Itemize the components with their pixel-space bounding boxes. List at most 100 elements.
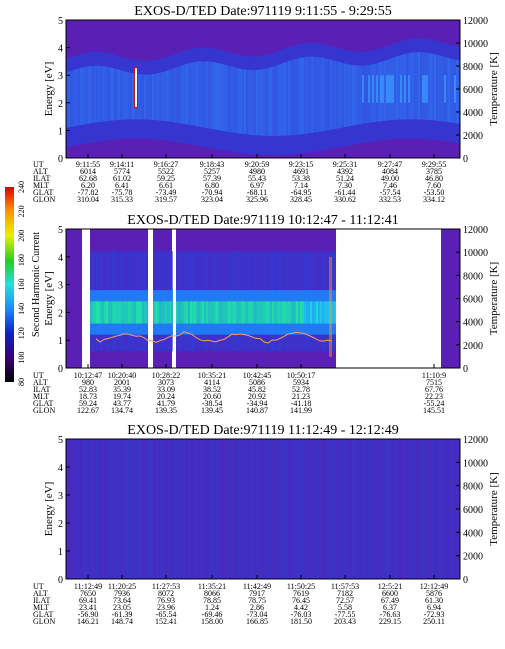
orbit-table-cell: 332.53 — [379, 195, 401, 204]
band-core — [250, 70, 252, 135]
band-core — [324, 301, 326, 324]
orbit-table-cell: 6.37 — [383, 603, 397, 612]
band-core — [178, 301, 180, 324]
noise-column — [306, 439, 308, 579]
noise-column — [120, 439, 122, 579]
band-core — [220, 301, 222, 324]
orbit-table-cell: 6.97 — [250, 181, 264, 190]
band-core — [436, 54, 438, 121]
orbit-table-cell: 61.02 — [113, 174, 131, 183]
noise-column — [282, 439, 284, 579]
orbit-table-cell: -57.54 — [380, 188, 401, 197]
noise-column — [432, 439, 434, 579]
noise-column — [80, 439, 82, 579]
colorbar-tick-label: 160 — [17, 279, 26, 291]
y-tick-label: 2 — [58, 308, 63, 319]
band-core — [452, 59, 454, 123]
band-core — [234, 301, 236, 324]
orbit-table-cell: -77.82 — [78, 188, 99, 197]
colorbar-tick-label: 100 — [17, 352, 26, 364]
noise-column — [320, 439, 322, 579]
band-core — [374, 63, 376, 122]
band-core — [240, 301, 242, 324]
band-core — [360, 65, 362, 125]
orbit-table-cell: 52.78 — [292, 385, 310, 394]
band-core — [68, 71, 70, 128]
band-core — [96, 301, 98, 324]
noise-column — [414, 439, 416, 579]
band-core — [322, 57, 324, 132]
band-core — [150, 74, 152, 120]
noise-column — [148, 439, 150, 579]
band-core — [154, 73, 156, 121]
band-core — [228, 65, 230, 133]
band-core — [298, 58, 300, 135]
orbit-table-cell: 8072 — [158, 589, 174, 598]
noise-column — [176, 439, 178, 579]
band-core — [180, 65, 182, 124]
band-core — [110, 67, 112, 121]
orbit-table-cell: -77.55 — [335, 610, 356, 619]
band-core — [170, 69, 172, 122]
data-gap — [172, 229, 176, 368]
band-core — [216, 62, 218, 130]
noise-column — [184, 439, 186, 579]
orbit-table-cell: 11:42:49 — [243, 582, 271, 591]
band-core — [206, 301, 208, 324]
band-core — [226, 301, 228, 324]
noise-column — [360, 439, 362, 579]
band-core — [270, 67, 272, 136]
orbit-table-cell: 10:28:22 — [152, 371, 180, 380]
orbit-table-cell: -76.63 — [380, 610, 401, 619]
orbit-table-cell: 23.96 — [157, 603, 175, 612]
band-core — [296, 58, 298, 135]
noise-column — [314, 439, 316, 579]
band-core — [434, 54, 436, 121]
band-core — [161, 301, 163, 324]
orbit-table-cell: 53.38 — [292, 174, 310, 183]
orbit-table-cell: -61.44 — [335, 188, 356, 197]
band-hot — [362, 75, 364, 103]
noise-column — [330, 439, 332, 579]
noise-column — [110, 439, 112, 579]
orbit-table-cell: 158.00 — [201, 617, 223, 626]
noise-column — [236, 439, 238, 579]
orbit-row-label: ILAT — [33, 385, 50, 394]
noise-column — [186, 439, 188, 579]
band-core — [300, 57, 302, 135]
orbit-table-cell: 7.30 — [338, 181, 352, 190]
band-core — [316, 301, 318, 324]
band-core — [106, 66, 108, 122]
noise-column — [214, 439, 216, 579]
band-core — [126, 301, 128, 324]
band-core — [402, 54, 404, 120]
band-core — [216, 301, 218, 324]
orbit-row-label: GLON — [33, 406, 55, 415]
noise-column — [322, 439, 324, 579]
noise-column — [348, 439, 350, 579]
band-core — [326, 58, 328, 131]
band-core — [158, 72, 160, 121]
band-hot — [422, 75, 424, 103]
orbit-table-cell: 9:14:11 — [110, 160, 134, 169]
band-core — [326, 301, 328, 324]
band-core — [336, 61, 338, 129]
band-core — [146, 301, 148, 324]
orbit-table-cell: 330.62 — [334, 195, 356, 204]
band-core — [192, 301, 194, 324]
y-tick-label: 4 — [58, 253, 63, 264]
y2-tick-label: 6000 — [463, 295, 483, 306]
y2-axis-label: Temperature [K] — [488, 472, 500, 545]
orbit-table-cell: 67.76 — [425, 385, 443, 394]
band-core — [164, 71, 166, 122]
orbit-table-cell: 46.80 — [425, 174, 443, 183]
orbit-table-cell: 20.92 — [248, 392, 266, 401]
y-tick-label: 5 — [58, 16, 63, 27]
band-core — [314, 56, 316, 133]
y2-tick-label: 2000 — [463, 131, 483, 142]
y-tick-label: 4 — [58, 463, 63, 474]
noise-column — [170, 439, 172, 579]
band-core — [264, 68, 266, 136]
noise-column — [326, 439, 328, 579]
